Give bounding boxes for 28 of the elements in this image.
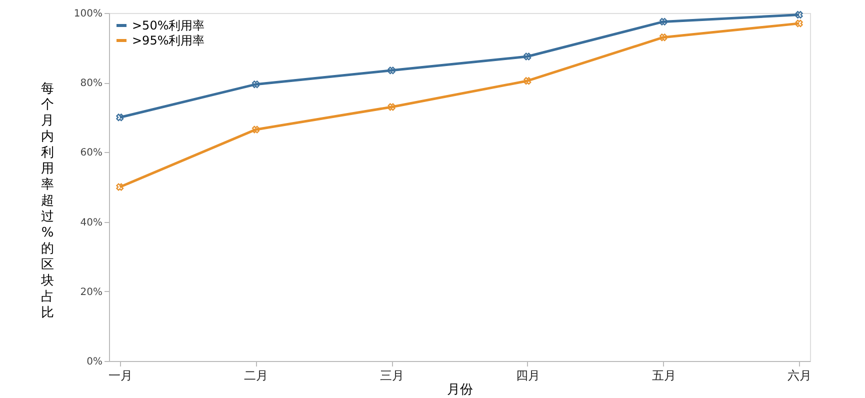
point [524,52,532,60]
x-tick-label: 二月 [244,368,268,382]
point [660,18,668,26]
y-tick-label: 40% [80,217,102,228]
point [116,183,124,191]
x-axis-title: 月份 [447,382,473,398]
legend-label: >50%利用率 [132,18,205,32]
y-tick-label: 0% [86,356,102,368]
point [116,114,124,122]
y-tick-label: 100% [74,8,102,20]
point [252,80,260,88]
y-tick-label: 60% [80,148,102,159]
x-tick-label: 六月 [788,368,812,382]
x-tick-label: 三月 [380,368,404,382]
point [795,20,803,28]
point [524,77,532,85]
point [388,103,396,111]
x-tick-label: 五月 [652,368,676,382]
point [252,126,260,134]
point [660,34,668,42]
point [795,11,803,18]
x-tick-label: 一月 [108,368,132,382]
legend-label: >95%利用率 [132,34,205,48]
text: 每个月内利用率超过%的区块占比 [41,82,54,320]
y-tick-label: 80% [80,78,102,90]
y-tick-label: 20% [80,286,102,298]
point [388,66,396,74]
x-tick-label: 四月 [516,368,540,382]
